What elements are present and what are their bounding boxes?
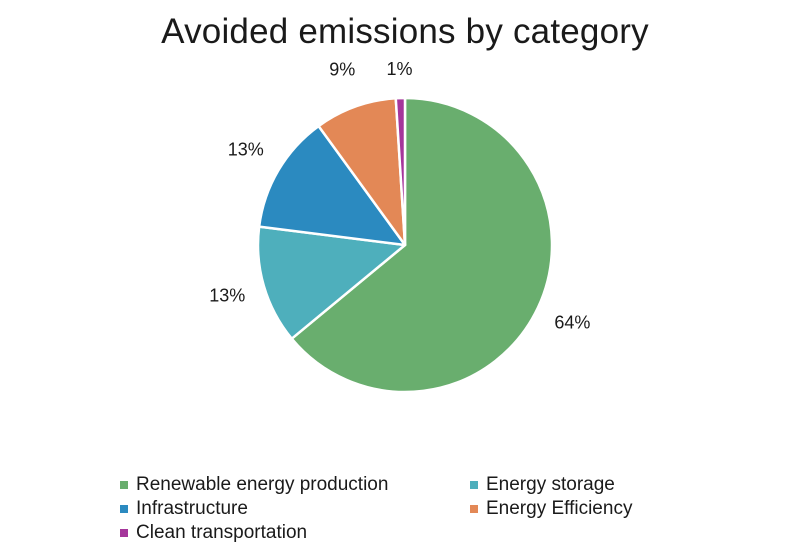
legend-item-energy-efficiency: Energy Efficiency (470, 498, 670, 520)
pie-slice-energy-storage (256, 225, 407, 340)
legend-label: Clean transportation (136, 522, 308, 543)
legend-label: Energy storage (486, 474, 615, 495)
legend-swatch (120, 505, 128, 513)
pie-slice-renewable-energy-production (290, 96, 554, 394)
legend-swatch (120, 481, 128, 489)
legend-item-renewable-energy-production: Renewable energy production (120, 474, 470, 496)
data-label-renewable-energy-production: 64% (554, 313, 590, 333)
chart-legend: Renewable energy production Energy stora… (120, 474, 680, 544)
legend-item-infrastructure: Infrastructure (120, 498, 470, 520)
pie-slice-infrastructure (257, 124, 407, 247)
chart-title: Avoided emissions by category (161, 12, 649, 51)
data-label-clean-transportation: 1% (386, 59, 412, 79)
legend-item-energy-storage: Energy storage (470, 474, 670, 496)
legend-swatch (470, 481, 478, 489)
legend-label: Infrastructure (136, 498, 248, 519)
data-label-infrastructure: 13% (228, 140, 264, 160)
legend-swatch (120, 529, 128, 537)
legend-label: Renewable energy production (136, 474, 389, 495)
legend-item-clean-transportation: Clean transportation (120, 522, 470, 544)
legend-swatch (470, 505, 478, 513)
data-label-energy-storage: 13% (209, 285, 245, 305)
pie-slice-clean-transportation (394, 96, 407, 247)
legend-label: Energy Efficiency (486, 498, 633, 519)
pie-slice-energy-efficiency (317, 97, 407, 247)
data-label-energy-efficiency: 9% (329, 60, 355, 80)
